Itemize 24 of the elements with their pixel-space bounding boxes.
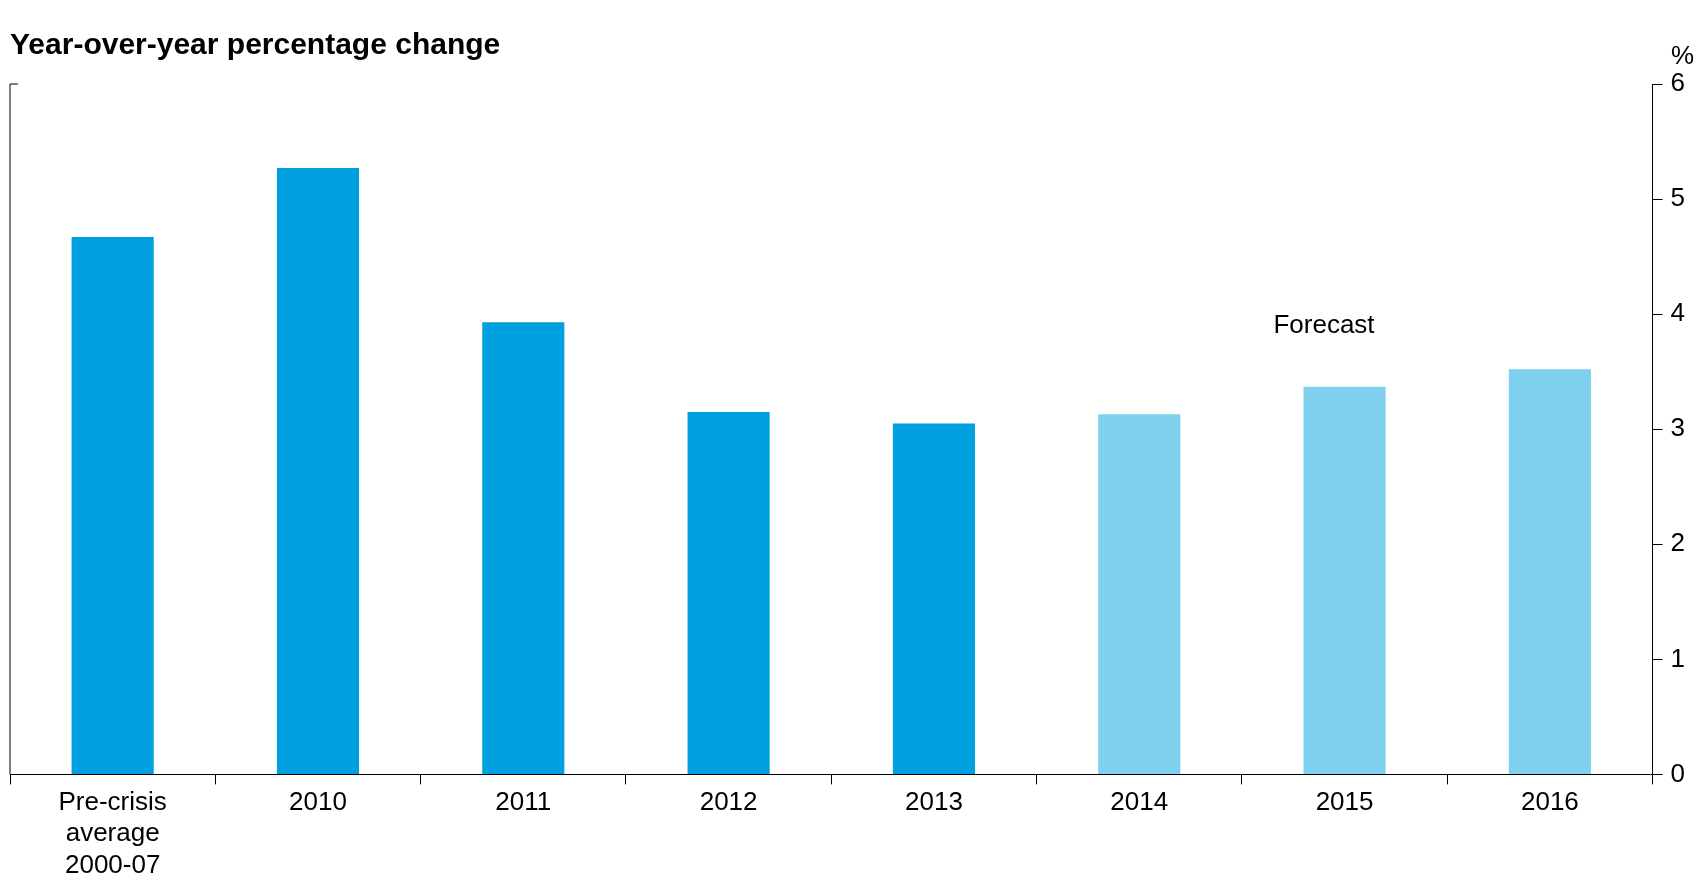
bar xyxy=(1508,369,1591,774)
x-tick-label: 2012 xyxy=(699,786,758,817)
annotation: Forecast xyxy=(1273,308,1376,339)
bar xyxy=(71,237,154,774)
y-tick-label: 4 xyxy=(1670,297,1686,328)
y-tick-label: 0 xyxy=(1670,757,1686,788)
bar xyxy=(687,411,770,774)
x-tick-label: 2016 xyxy=(1520,786,1579,817)
x-tick-label: 2011 xyxy=(495,786,552,817)
y-tick-label: 2 xyxy=(1670,527,1686,558)
y-tick-label: 1 xyxy=(1670,642,1686,673)
x-tick-label: 2013 xyxy=(905,786,963,817)
y-tick-label: 3 xyxy=(1670,412,1686,443)
x-tick-label: 2010 xyxy=(289,786,347,817)
y-tick-label: 5 xyxy=(1670,182,1686,213)
x-tick-label: 2015 xyxy=(1315,786,1374,817)
bar xyxy=(892,423,975,774)
bar xyxy=(1303,386,1386,774)
bar xyxy=(1098,414,1181,774)
x-tick-label: 2014 xyxy=(1110,786,1169,817)
bar xyxy=(482,322,565,774)
bar xyxy=(276,168,360,774)
chart-title: Year-over-year percentage change xyxy=(10,27,501,61)
x-tick-label: Pre-crisis average 2000-07 xyxy=(58,786,167,879)
